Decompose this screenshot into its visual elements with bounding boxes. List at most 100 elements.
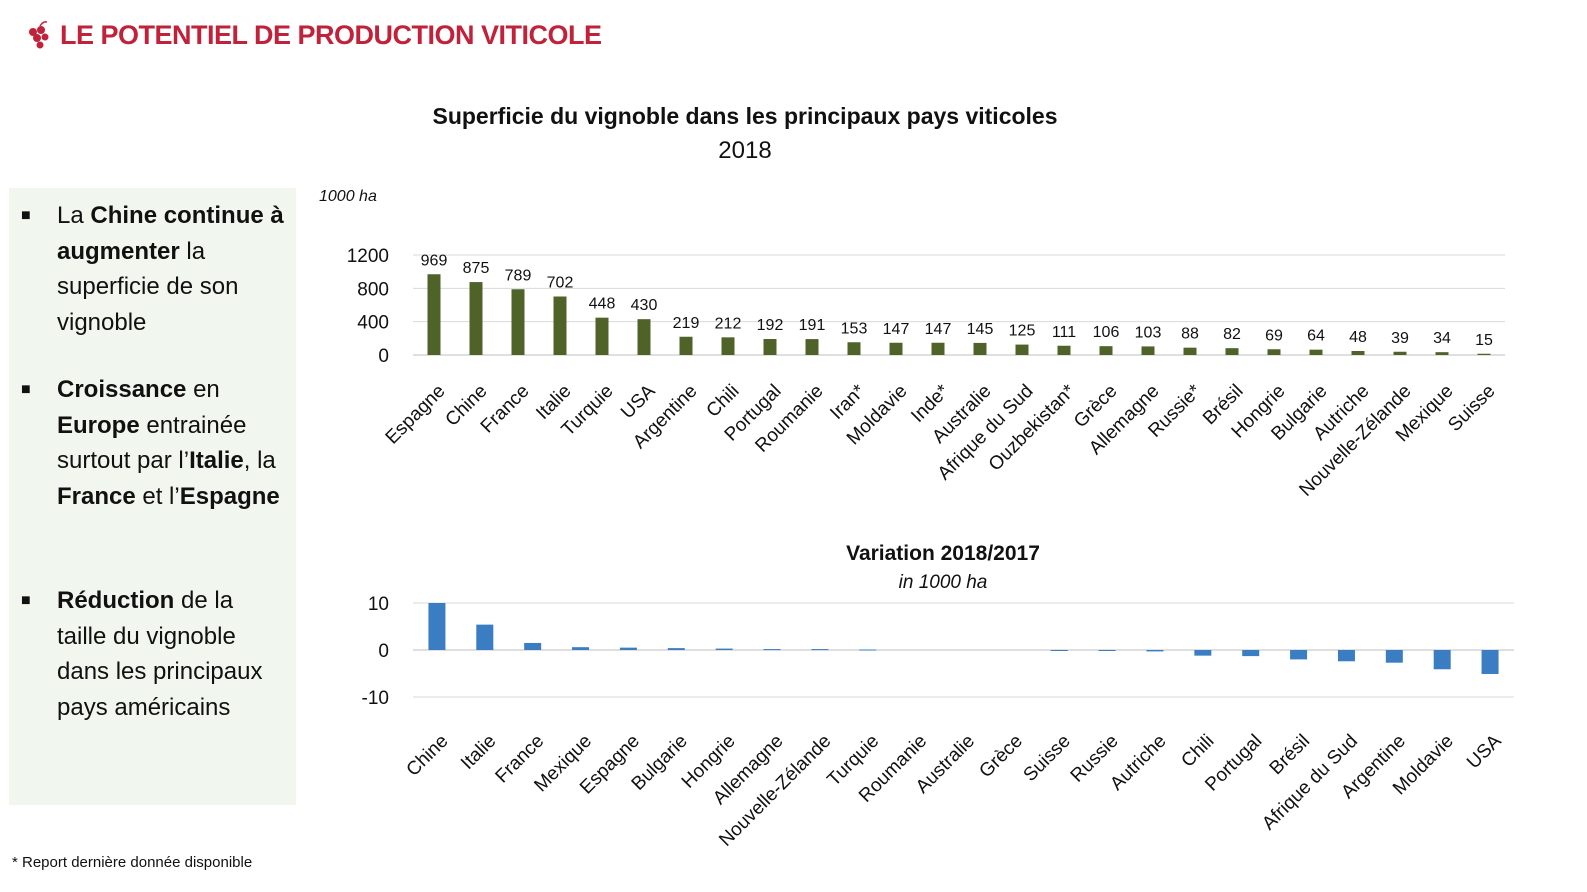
bar bbox=[763, 649, 781, 651]
bar bbox=[805, 339, 819, 355]
data-label: 147 bbox=[925, 321, 952, 338]
data-label: 153 bbox=[841, 320, 868, 337]
data-label: 88 bbox=[1181, 326, 1199, 343]
data-label: 106 bbox=[1093, 324, 1120, 341]
category-label: France bbox=[477, 381, 534, 438]
data-label: 219 bbox=[673, 315, 700, 332]
bar bbox=[1141, 346, 1155, 355]
chart-title: Variation 2018/2017 bbox=[846, 542, 1040, 565]
bar bbox=[1290, 650, 1308, 660]
bar bbox=[476, 624, 494, 650]
category-label: Espagne bbox=[382, 381, 450, 449]
y-tick-label: -10 bbox=[362, 688, 389, 709]
bar bbox=[1194, 650, 1212, 656]
data-label: 48 bbox=[1349, 329, 1367, 346]
data-label: 64 bbox=[1307, 328, 1325, 345]
bar bbox=[1435, 352, 1449, 355]
bullet-marker: ■ bbox=[21, 592, 31, 609]
data-label: 448 bbox=[589, 296, 616, 313]
data-label: 82 bbox=[1223, 326, 1241, 343]
data-label: 969 bbox=[421, 252, 448, 269]
data-label: 430 bbox=[631, 297, 658, 314]
bar bbox=[427, 274, 441, 355]
data-label: 69 bbox=[1265, 327, 1283, 344]
data-label: 875 bbox=[463, 260, 490, 277]
bullet-3: ■ Réduction de la taille du vignoble dan… bbox=[21, 583, 288, 725]
summary-panel: ■ La Chine continue à augmenter la super… bbox=[9, 188, 296, 805]
category-label: Grèce bbox=[975, 731, 1026, 782]
bar bbox=[553, 296, 567, 355]
bar bbox=[1146, 650, 1164, 652]
bar bbox=[763, 339, 777, 355]
bar bbox=[715, 648, 733, 650]
data-label: 147 bbox=[883, 321, 910, 338]
data-label: 125 bbox=[1009, 323, 1036, 340]
bar bbox=[1050, 650, 1068, 651]
category-label: Chine bbox=[403, 731, 453, 781]
page-title: LE POTENTIEL DE PRODUCTION VITICOLE bbox=[60, 19, 602, 50]
chart-subtitle: in 1000 ha bbox=[899, 572, 988, 593]
bar bbox=[1099, 346, 1113, 355]
bullet-text: La Chine continue à augmenter la superfi… bbox=[57, 202, 284, 336]
bar bbox=[1225, 348, 1239, 355]
category-label: Italie bbox=[457, 731, 500, 774]
bar bbox=[1481, 650, 1499, 674]
data-label: 111 bbox=[1052, 324, 1076, 341]
data-label: 702 bbox=[547, 275, 574, 292]
bar bbox=[511, 289, 525, 355]
bar bbox=[524, 642, 542, 650]
bar bbox=[637, 319, 651, 355]
data-label: 39 bbox=[1391, 330, 1409, 347]
category-label: Chili bbox=[1177, 731, 1218, 772]
bar bbox=[1183, 347, 1197, 355]
y-tick-label: 800 bbox=[357, 279, 389, 300]
data-label: 212 bbox=[715, 315, 742, 332]
bar bbox=[1057, 345, 1071, 355]
bar bbox=[1393, 351, 1407, 355]
bar bbox=[667, 648, 685, 650]
bar bbox=[1015, 344, 1029, 355]
category-label: Suisse bbox=[1020, 731, 1075, 786]
bar bbox=[1385, 650, 1403, 663]
bar bbox=[1337, 650, 1355, 662]
data-label: 15 bbox=[1475, 332, 1493, 349]
bar bbox=[679, 336, 693, 355]
grapes-icon bbox=[29, 21, 49, 49]
chart-title: Superficie du vignoble dans les principa… bbox=[432, 103, 1057, 129]
bar bbox=[1477, 353, 1491, 355]
bar bbox=[595, 317, 609, 355]
y-tick-label: 0 bbox=[378, 346, 389, 367]
data-label: 103 bbox=[1135, 324, 1162, 341]
bar bbox=[428, 603, 446, 650]
y-axis-label: 1000 ha bbox=[319, 188, 377, 205]
bar bbox=[859, 649, 877, 651]
footnote: * Report dernière donnée disponible bbox=[12, 854, 253, 871]
bar bbox=[1098, 650, 1116, 651]
y-tick-label: 1200 bbox=[347, 246, 389, 267]
chart-subtitle: 2018 bbox=[718, 137, 771, 164]
bar bbox=[889, 342, 903, 355]
category-label: Suisse bbox=[1444, 381, 1499, 436]
bar bbox=[847, 342, 861, 355]
bar bbox=[619, 647, 637, 650]
data-label: 145 bbox=[967, 321, 994, 338]
data-label: 34 bbox=[1433, 330, 1451, 347]
data-label: 191 bbox=[799, 317, 826, 334]
bullet-1: ■ La Chine continue à augmenter la super… bbox=[21, 198, 288, 340]
bar bbox=[973, 342, 987, 355]
bar bbox=[1267, 349, 1281, 355]
bar bbox=[721, 337, 735, 355]
y-tick-label: 0 bbox=[378, 641, 389, 662]
data-label: 192 bbox=[757, 317, 784, 334]
y-tick-label: 400 bbox=[357, 313, 389, 334]
bar bbox=[1351, 351, 1365, 355]
category-label: USA bbox=[1463, 730, 1506, 773]
bar bbox=[469, 282, 483, 355]
bullet-text: Croissance en Europe entrainée surtout p… bbox=[57, 376, 280, 510]
bar bbox=[572, 647, 590, 650]
bar bbox=[1242, 650, 1260, 657]
bar bbox=[1433, 650, 1451, 670]
bullet-text: Réduction de la taille du vignoble dans … bbox=[57, 587, 263, 721]
bullet-2: ■ Croissance en Europe entrainée surtout… bbox=[21, 372, 288, 514]
